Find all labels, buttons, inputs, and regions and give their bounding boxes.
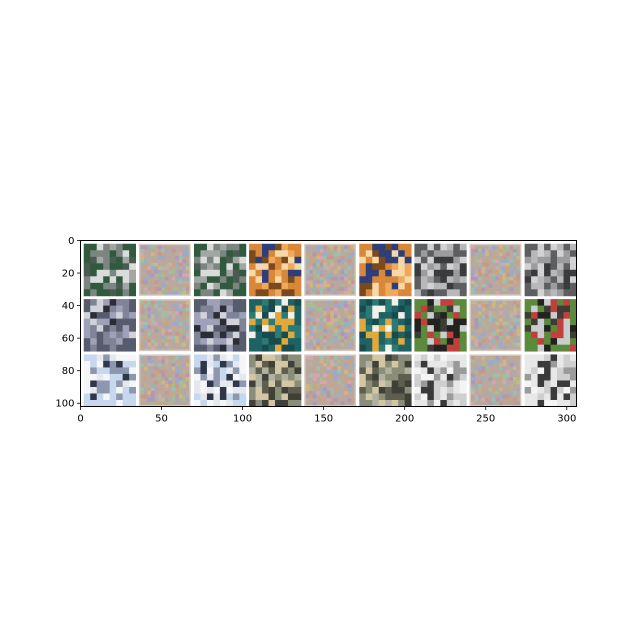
y-tick-label: 20: [62, 269, 75, 280]
image-tile: [84, 354, 136, 406]
noise-tile: [470, 244, 522, 296]
noise-tile: [304, 354, 356, 406]
image-tile: [249, 354, 301, 406]
y-tick-label: 0: [68, 236, 74, 247]
image-tile: [249, 299, 301, 351]
y-tick-label: 100: [55, 399, 74, 410]
image-tile: [249, 244, 301, 296]
image-tile: [84, 244, 136, 296]
image-tile: [525, 299, 577, 351]
image-tile: [525, 354, 577, 406]
noise-tile: [304, 299, 356, 351]
noise-tile: [139, 299, 191, 351]
noise-tile: [470, 299, 522, 351]
x-tick-label: 150: [314, 414, 333, 425]
noise-tile: [139, 244, 191, 296]
noise-tile: [139, 354, 191, 406]
image-tile: [194, 244, 246, 296]
image-tile: [525, 244, 577, 296]
y-tick-label: 80: [62, 366, 75, 377]
x-tick-label: 100: [233, 414, 252, 425]
y-tick-label: 60: [62, 334, 75, 345]
noise-tile: [470, 354, 522, 406]
x-tick-label: 200: [395, 414, 414, 425]
image-tile: [359, 244, 411, 296]
x-tick-label: 50: [155, 414, 168, 425]
x-tick-label: 300: [557, 414, 576, 425]
image-tile: [359, 354, 411, 406]
image-tile: [414, 299, 466, 351]
x-tick-label: 250: [476, 414, 495, 425]
tiles-layer: [84, 244, 577, 407]
image-tile: [414, 244, 466, 296]
image-tile: [194, 354, 246, 406]
y-tick-label: 40: [62, 301, 75, 312]
image-tile: [84, 299, 136, 351]
image-tile: [359, 299, 411, 351]
image-tile: [194, 299, 246, 351]
image-tile: [414, 354, 466, 406]
x-tick-label: 0: [77, 414, 83, 425]
noise-tile: [304, 244, 356, 296]
